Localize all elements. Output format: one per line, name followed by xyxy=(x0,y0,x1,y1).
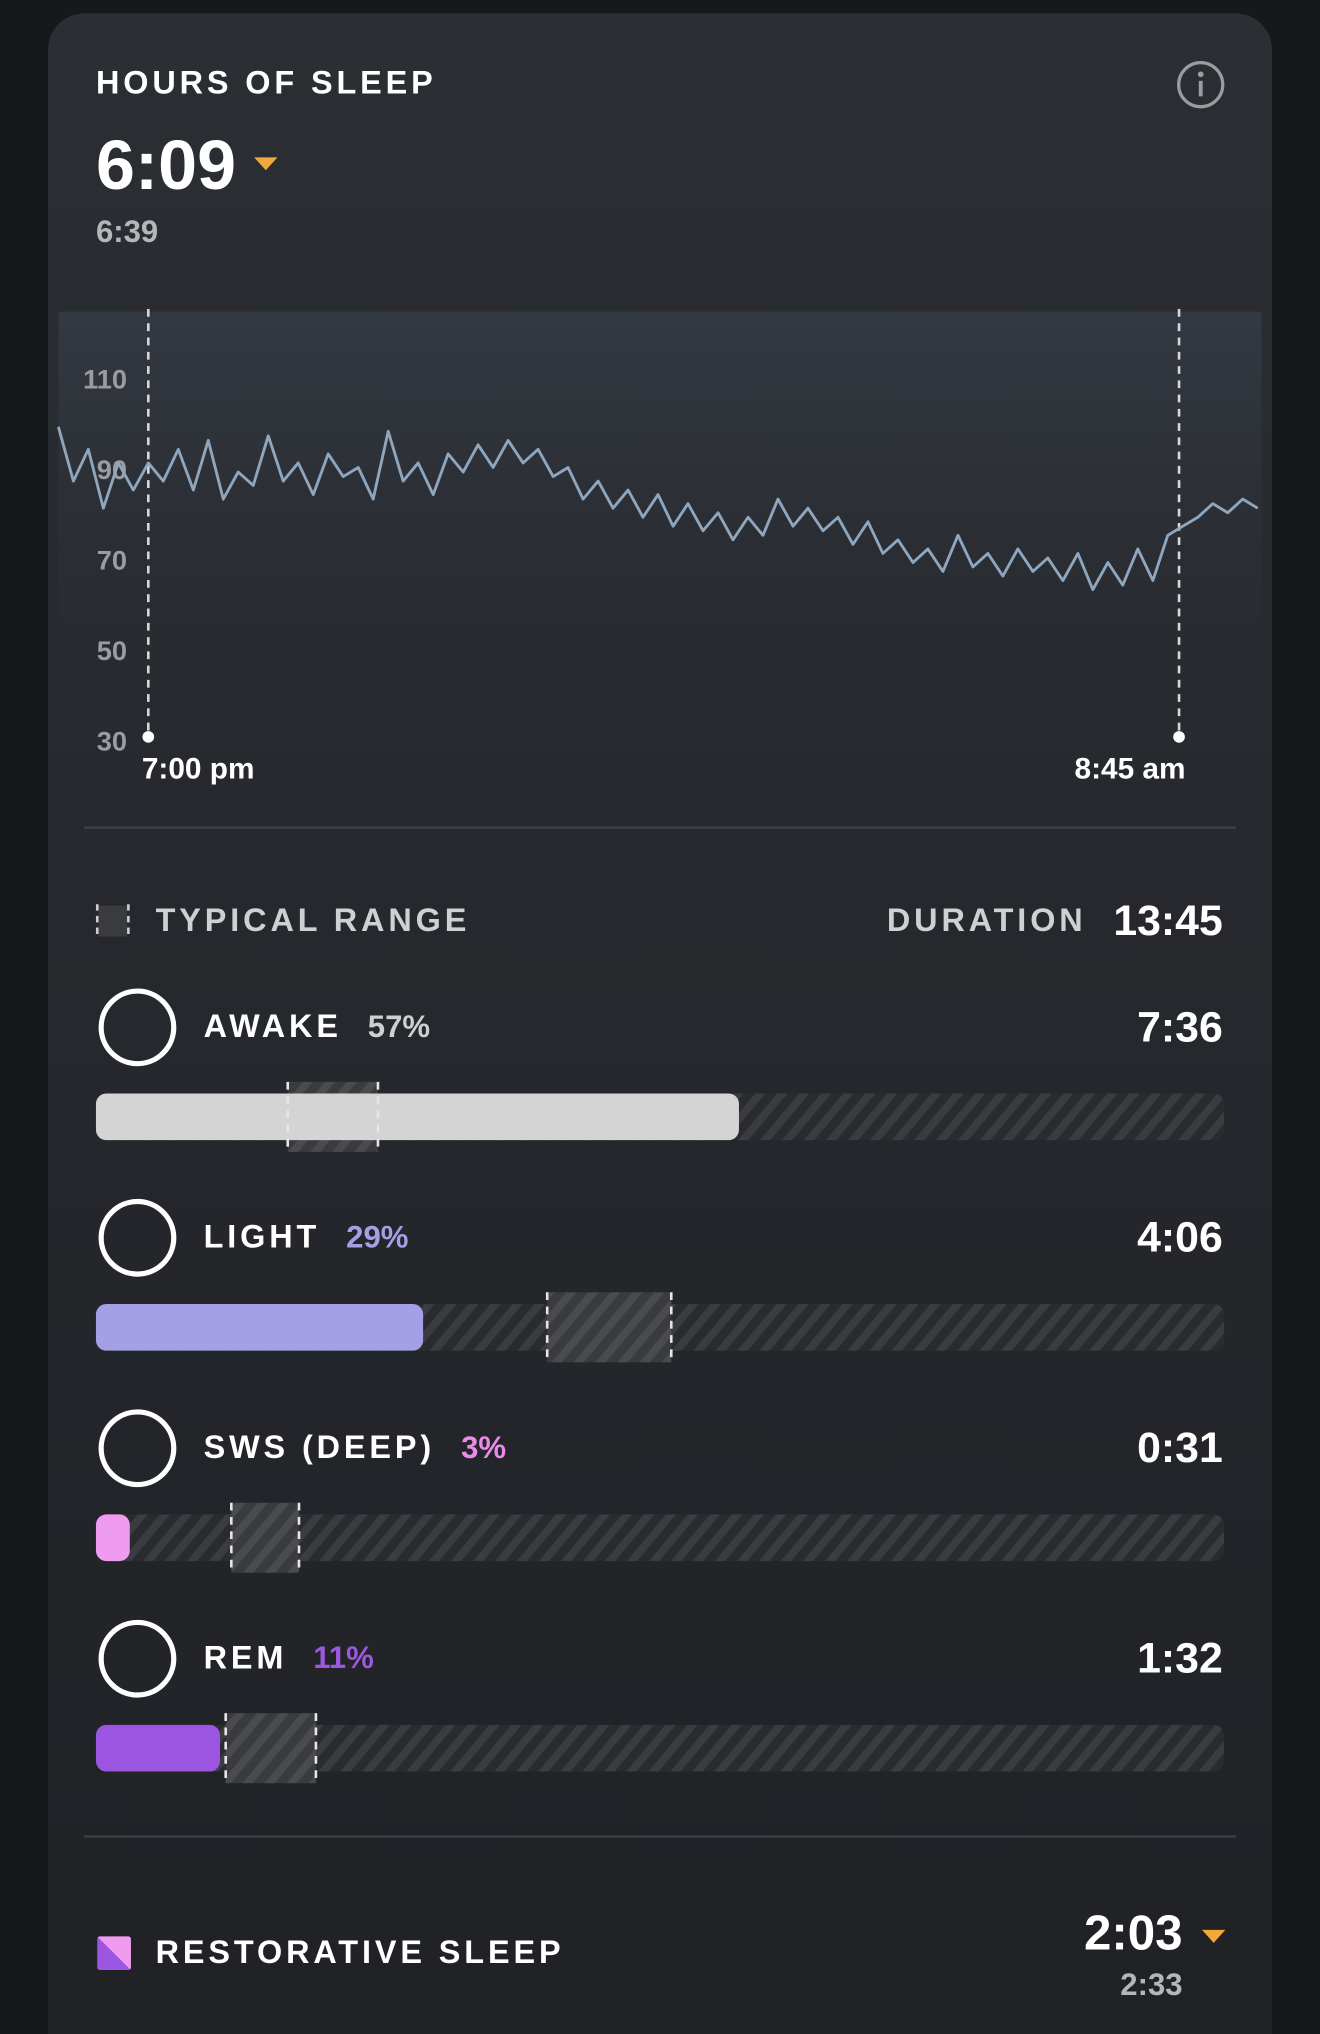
stage-bar xyxy=(95,1093,739,1141)
stage-icon xyxy=(98,1198,177,1277)
restorative-value: 2:03 xyxy=(1084,1905,1183,1960)
stage-name: AWAKE xyxy=(204,1008,342,1044)
bar-track xyxy=(95,1514,1225,1562)
stage-bar xyxy=(95,1724,221,1772)
down-indicator xyxy=(1202,1929,1226,1943)
stage-percent: 11% xyxy=(313,1640,374,1675)
legend-icon xyxy=(95,904,130,938)
stage-duration: 4:06 xyxy=(1137,1214,1223,1262)
info-button[interactable] xyxy=(1177,61,1225,109)
stage-row: LIGHT 29% 4:06 xyxy=(95,1198,1225,1363)
sleep-hours: 6:09 xyxy=(96,126,236,204)
y-tick-label: 110 xyxy=(83,364,127,395)
restorative-previous: 2:33 xyxy=(1120,1967,1182,2002)
stage-percent: 57% xyxy=(368,1009,430,1044)
stage-icon xyxy=(98,1409,177,1488)
duration-value: 13:45 xyxy=(1113,897,1222,945)
restorative-title: RESTORATIVE SLEEP xyxy=(156,1934,565,1970)
down-indicator xyxy=(254,157,278,171)
previous-hours: 6:39 xyxy=(96,214,158,249)
heart-rate-line xyxy=(56,426,1259,592)
stage-icon xyxy=(98,988,177,1067)
y-tick-label: 50 xyxy=(97,635,127,666)
stage-duration: 0:31 xyxy=(1137,1424,1223,1472)
x-marker-dot xyxy=(1173,731,1185,743)
legend-label: TYPICAL RANGE xyxy=(156,902,471,938)
stage-row: AWAKE 57% 7:36 xyxy=(95,988,1225,1152)
bar-track xyxy=(95,1724,1225,1772)
stage-duration: 7:36 xyxy=(1137,1003,1223,1051)
typical-range xyxy=(547,1292,672,1363)
stage-percent: 3% xyxy=(461,1430,506,1465)
stage-bar xyxy=(95,1303,424,1351)
x-tick-label: 7:00 pm xyxy=(142,753,255,786)
stage-icon xyxy=(98,1619,177,1698)
y-tick-label: 30 xyxy=(97,726,127,757)
stage-name: LIGHT xyxy=(204,1219,321,1255)
typical-range xyxy=(225,1713,316,1784)
stage-name: REM xyxy=(204,1640,288,1676)
restorative-icon xyxy=(97,1936,131,1971)
stage-duration: 1:32 xyxy=(1137,1635,1223,1683)
x-marker-dot xyxy=(142,731,155,743)
chart-area xyxy=(58,311,1262,740)
stage-name: SWS (DEEP) xyxy=(204,1429,436,1465)
x-tick-label: 8:45 am xyxy=(1074,753,1185,786)
y-tick-label: 70 xyxy=(97,545,127,576)
stage-percent: 29% xyxy=(346,1219,408,1254)
stage-bar xyxy=(95,1514,130,1562)
duration-label: DURATION xyxy=(887,902,1087,938)
card-title: HOURS OF SLEEP xyxy=(96,64,437,100)
stage-row: SWS (DEEP) 3% 0:31 xyxy=(95,1409,1225,1573)
typical-range xyxy=(231,1502,300,1573)
stage-row: REM 11% 1:32 xyxy=(95,1619,1225,1784)
